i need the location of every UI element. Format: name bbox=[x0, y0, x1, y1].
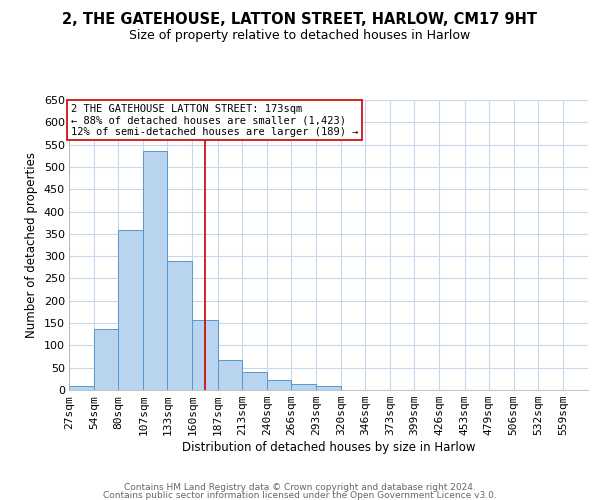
X-axis label: Distribution of detached houses by size in Harlow: Distribution of detached houses by size … bbox=[182, 441, 475, 454]
Bar bbox=[118, 230, 143, 390]
Text: 2 THE GATEHOUSE LATTON STREET: 173sqm
← 88% of detached houses are smaller (1,42: 2 THE GATEHOUSE LATTON STREET: 173sqm ← … bbox=[71, 104, 358, 137]
Bar bbox=[218, 360, 242, 390]
Bar bbox=[94, 329, 118, 390]
Bar bbox=[193, 320, 218, 390]
Bar bbox=[267, 380, 291, 390]
Text: Contains public sector information licensed under the Open Government Licence v3: Contains public sector information licen… bbox=[103, 492, 497, 500]
Bar bbox=[167, 260, 193, 390]
Text: Size of property relative to detached houses in Harlow: Size of property relative to detached ho… bbox=[130, 29, 470, 42]
Bar bbox=[291, 384, 316, 390]
Text: Contains HM Land Registry data © Crown copyright and database right 2024.: Contains HM Land Registry data © Crown c… bbox=[124, 483, 476, 492]
Bar bbox=[316, 386, 341, 390]
Y-axis label: Number of detached properties: Number of detached properties bbox=[25, 152, 38, 338]
Bar bbox=[143, 152, 167, 390]
Bar bbox=[242, 372, 267, 390]
Bar bbox=[69, 386, 94, 390]
Text: 2, THE GATEHOUSE, LATTON STREET, HARLOW, CM17 9HT: 2, THE GATEHOUSE, LATTON STREET, HARLOW,… bbox=[62, 12, 538, 28]
